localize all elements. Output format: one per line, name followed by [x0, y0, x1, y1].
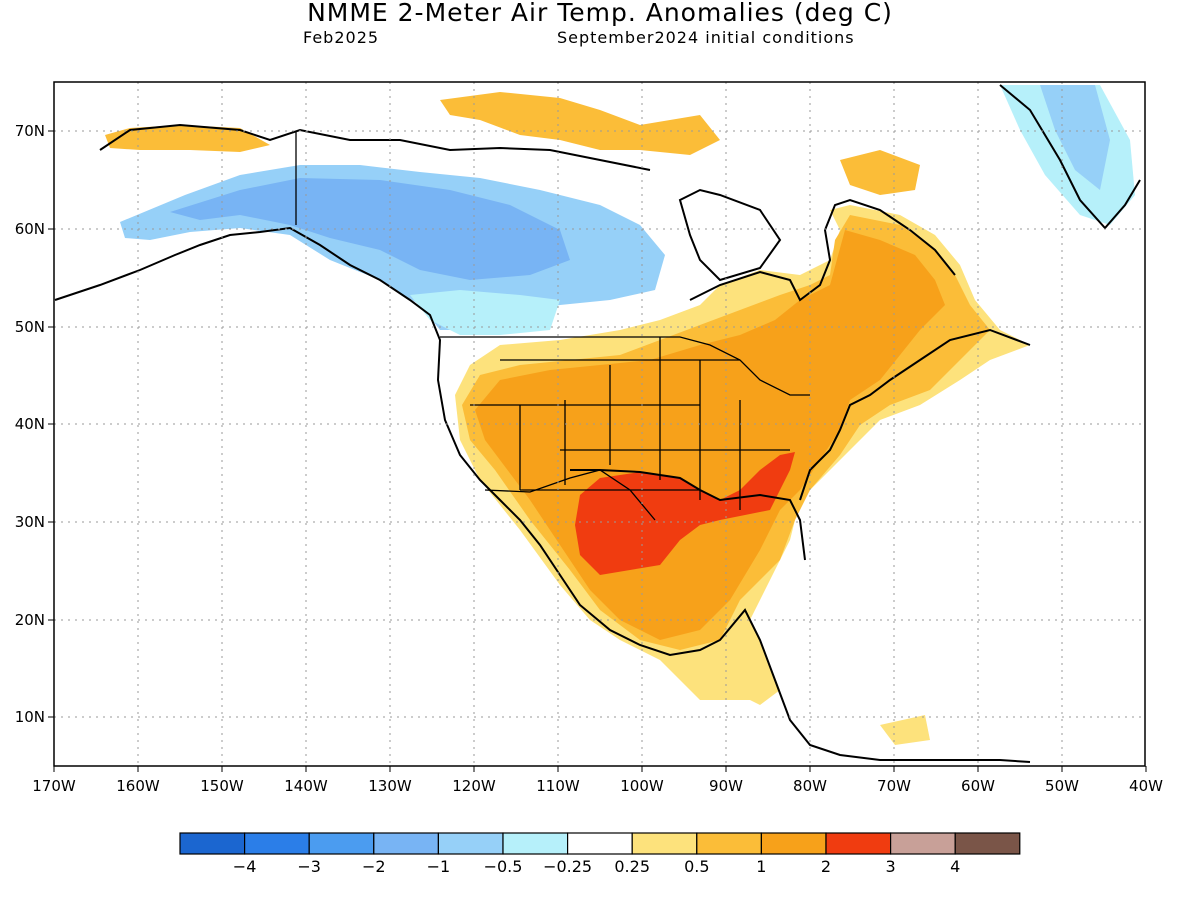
legend-swatch	[179, 832, 246, 855]
legend-label: −0.25	[543, 857, 592, 876]
legend-label: 0.5	[684, 857, 709, 876]
legend-label: −3	[297, 857, 321, 876]
legend-label: 1	[756, 857, 766, 876]
lat-tick-label: 10N	[15, 708, 45, 726]
lat-tick-label: 20N	[15, 611, 45, 629]
legend-swatch	[954, 832, 1021, 855]
lon-tick-label: 150W	[200, 777, 244, 795]
map-gridlines	[54, 82, 1145, 766]
legend-label: −1	[427, 857, 451, 876]
lon-tick-label: 120W	[452, 777, 496, 795]
coastlines	[54, 84, 1141, 763]
legend-swatch	[631, 832, 698, 855]
legend-swatch	[825, 832, 892, 855]
valid-month: Feb2025	[303, 28, 380, 47]
longitude-axis: 170W 160W 150W 140W 130W 120W 110W 100W 90W 80W 70…	[32, 766, 1163, 795]
political-boundaries	[295, 132, 810, 521]
legend-swatch	[373, 832, 439, 855]
warm-anomaly-red-texas	[575, 452, 795, 575]
warm-arctic-islands	[440, 92, 720, 155]
lon-tick-label: 140W	[284, 777, 328, 795]
lat-tick-label: 60N	[15, 220, 45, 238]
legend-label: −0.5	[484, 857, 523, 876]
lon-tick-label: 100W	[620, 777, 664, 795]
lat-tick-label: 30N	[15, 513, 45, 531]
warm-baffin	[840, 150, 920, 195]
legend-swatch	[889, 832, 956, 855]
lon-tick-label: 70W	[877, 777, 911, 795]
lon-tick-label: 130W	[368, 777, 412, 795]
lon-tick-label: 90W	[709, 777, 743, 795]
lon-tick-label: 160W	[116, 777, 160, 795]
warm-south-america-strip	[880, 715, 930, 745]
color-legend: −4 −3 −2 −1 −0.5 −0.25 0.25 0.5 1 2 3 4	[179, 832, 1021, 876]
legend-swatch	[696, 832, 762, 855]
lon-tick-label: 50W	[1045, 777, 1079, 795]
cold-anomaly-pale-north	[410, 290, 560, 335]
warm-north-coast	[105, 125, 270, 152]
legend-swatch	[437, 832, 504, 855]
lon-tick-label: 60W	[961, 777, 995, 795]
legend-swatch	[502, 832, 569, 855]
legend-label: −2	[362, 857, 386, 876]
map-title: NMME 2-Meter Air Temp. Anomalies (deg C)	[307, 0, 893, 27]
legend-swatch	[244, 832, 310, 855]
lat-tick-label: 70N	[15, 122, 45, 140]
legend-swatch	[566, 832, 633, 855]
legend-label: 2	[821, 857, 831, 876]
legend-swatch	[760, 832, 827, 855]
anomaly-shading	[105, 85, 1135, 745]
lon-tick-label: 110W	[536, 777, 580, 795]
greenland-light	[1040, 85, 1110, 190]
latitude-axis: 10N 20N 30N 40N 50N 60N 70N	[15, 122, 54, 726]
initial-conditions: September2024 initial conditions	[557, 28, 855, 47]
legend-label: −4	[233, 857, 257, 876]
lat-tick-label: 50N	[15, 318, 45, 336]
lat-tick-label: 40N	[15, 415, 45, 433]
lon-tick-label: 80W	[793, 777, 827, 795]
lon-tick-label: 170W	[32, 777, 76, 795]
legend-label: 4	[950, 857, 960, 876]
lon-tick-label: 40W	[1129, 777, 1163, 795]
legend-label: 3	[886, 857, 896, 876]
legend-swatch	[308, 832, 375, 855]
legend-label: 0.25	[614, 857, 650, 876]
